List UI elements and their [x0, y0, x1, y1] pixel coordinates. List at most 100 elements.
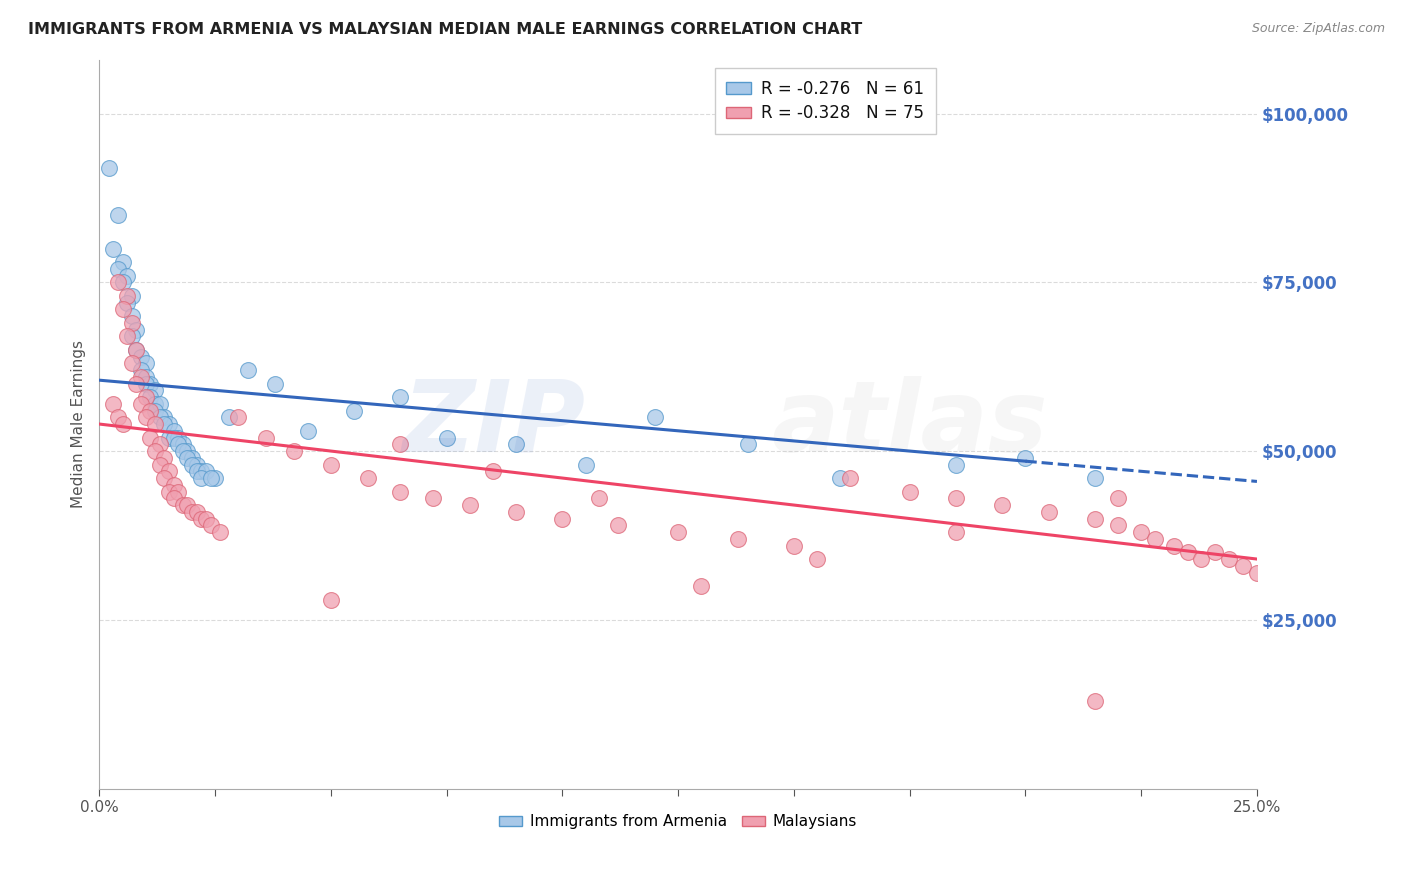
- Malaysians: [838, 471, 860, 485]
- Legend: Immigrants from Armenia, Malaysians: Immigrants from Armenia, Malaysians: [494, 808, 863, 836]
- Malaysians: [228, 410, 250, 425]
- Immigrants from Armenia: [436, 431, 458, 445]
- Immigrants from Armenia: [737, 437, 759, 451]
- Malaysians: [200, 518, 222, 533]
- Immigrants from Armenia: [139, 376, 162, 391]
- Malaysians: [607, 518, 630, 533]
- Immigrants from Armenia: [505, 437, 527, 451]
- Immigrants from Armenia: [186, 464, 208, 478]
- Malaysians: [167, 484, 190, 499]
- Malaysians: [319, 592, 342, 607]
- Immigrants from Armenia: [125, 322, 148, 336]
- Text: ZIP: ZIP: [402, 376, 585, 473]
- Malaysians: [991, 498, 1014, 512]
- Immigrants from Armenia: [157, 431, 180, 445]
- Text: atlas: atlas: [770, 376, 1047, 473]
- Malaysians: [121, 356, 143, 370]
- Malaysians: [783, 539, 806, 553]
- Immigrants from Armenia: [190, 464, 212, 478]
- Malaysians: [1038, 505, 1060, 519]
- Malaysians: [125, 343, 148, 357]
- Immigrants from Armenia: [218, 410, 240, 425]
- Malaysians: [1189, 552, 1212, 566]
- Malaysians: [422, 491, 444, 506]
- Malaysians: [1130, 524, 1153, 539]
- Malaysians: [107, 410, 129, 425]
- Immigrants from Armenia: [236, 363, 259, 377]
- Immigrants from Armenia: [139, 390, 162, 404]
- Malaysians: [135, 390, 157, 404]
- Immigrants from Armenia: [143, 397, 166, 411]
- Malaysians: [389, 484, 412, 499]
- Malaysians: [1246, 566, 1268, 580]
- Malaysians: [1218, 552, 1240, 566]
- Malaysians: [551, 511, 574, 525]
- Malaysians: [190, 511, 212, 525]
- Malaysians: [458, 498, 481, 512]
- Immigrants from Armenia: [121, 329, 143, 343]
- Malaysians: [1163, 539, 1185, 553]
- Malaysians: [149, 458, 172, 472]
- Malaysians: [139, 403, 162, 417]
- Malaysians: [143, 444, 166, 458]
- Malaysians: [135, 410, 157, 425]
- Malaysians: [806, 552, 828, 566]
- Malaysians: [121, 316, 143, 330]
- Immigrants from Armenia: [121, 289, 143, 303]
- Immigrants from Armenia: [125, 343, 148, 357]
- Y-axis label: Median Male Earnings: Median Male Earnings: [72, 340, 86, 508]
- Malaysians: [505, 505, 527, 519]
- Malaysians: [125, 376, 148, 391]
- Immigrants from Armenia: [111, 255, 134, 269]
- Immigrants from Armenia: [143, 403, 166, 417]
- Malaysians: [107, 276, 129, 290]
- Malaysians: [153, 471, 176, 485]
- Immigrants from Armenia: [135, 369, 157, 384]
- Malaysians: [103, 397, 125, 411]
- Malaysians: [727, 532, 749, 546]
- Immigrants from Armenia: [97, 161, 120, 175]
- Malaysians: [482, 464, 505, 478]
- Immigrants from Armenia: [181, 458, 204, 472]
- Malaysians: [172, 498, 194, 512]
- Malaysians: [111, 417, 134, 431]
- Malaysians: [283, 444, 305, 458]
- Immigrants from Armenia: [167, 437, 190, 451]
- Immigrants from Armenia: [264, 376, 287, 391]
- Malaysians: [157, 484, 180, 499]
- Malaysians: [139, 431, 162, 445]
- Text: Source: ZipAtlas.com: Source: ZipAtlas.com: [1251, 22, 1385, 36]
- Malaysians: [666, 524, 689, 539]
- Malaysians: [149, 437, 172, 451]
- Immigrants from Armenia: [389, 390, 412, 404]
- Immigrants from Armenia: [107, 208, 129, 222]
- Immigrants from Armenia: [135, 356, 157, 370]
- Malaysians: [115, 289, 138, 303]
- Immigrants from Armenia: [115, 295, 138, 310]
- Immigrants from Armenia: [172, 437, 194, 451]
- Immigrants from Armenia: [107, 261, 129, 276]
- Text: IMMIGRANTS FROM ARMENIA VS MALAYSIAN MEDIAN MALE EARNINGS CORRELATION CHART: IMMIGRANTS FROM ARMENIA VS MALAYSIAN MED…: [28, 22, 862, 37]
- Malaysians: [254, 431, 277, 445]
- Malaysians: [111, 302, 134, 317]
- Malaysians: [1084, 511, 1107, 525]
- Malaysians: [162, 478, 184, 492]
- Immigrants from Armenia: [945, 458, 967, 472]
- Immigrants from Armenia: [121, 309, 143, 323]
- Malaysians: [1144, 532, 1167, 546]
- Malaysians: [1232, 558, 1254, 573]
- Immigrants from Armenia: [129, 350, 152, 364]
- Immigrants from Armenia: [135, 376, 157, 391]
- Immigrants from Armenia: [204, 471, 226, 485]
- Malaysians: [176, 498, 198, 512]
- Immigrants from Armenia: [149, 397, 172, 411]
- Malaysians: [143, 417, 166, 431]
- Malaysians: [945, 491, 967, 506]
- Immigrants from Armenia: [176, 444, 198, 458]
- Malaysians: [115, 329, 138, 343]
- Malaysians: [181, 505, 204, 519]
- Immigrants from Armenia: [1084, 471, 1107, 485]
- Malaysians: [1204, 545, 1226, 559]
- Malaysians: [690, 579, 713, 593]
- Malaysians: [1177, 545, 1199, 559]
